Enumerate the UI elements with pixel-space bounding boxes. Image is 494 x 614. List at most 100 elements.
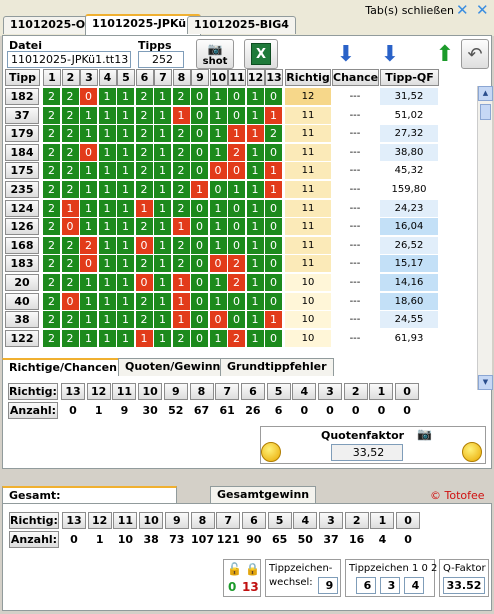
header-match-4[interactable]: 4 <box>98 69 117 86</box>
tip-cell[interactable]: 2 <box>135 143 153 161</box>
header-match-11[interactable]: 11 <box>228 69 246 86</box>
tip-cell[interactable]: 2 <box>43 181 60 198</box>
tip-cell[interactable]: 2 <box>135 162 153 180</box>
header-match-3[interactable]: 3 <box>80 69 98 86</box>
tip-cell[interactable]: 0 <box>191 106 208 124</box>
tip-cell[interactable]: 2 <box>135 255 153 273</box>
tipp-number[interactable]: 183 <box>5 255 39 273</box>
tipp-number[interactable]: 126 <box>5 218 39 236</box>
close-tabs-label[interactable]: Tab(s) schließen <box>365 4 454 17</box>
tip-cell[interactable]: 0 <box>265 199 282 217</box>
tip-cell[interactable]: 0 <box>228 218 245 236</box>
tipp-number[interactable]: 184 <box>5 143 39 161</box>
tip-cell[interactable]: 1 <box>154 199 171 217</box>
tip-cell[interactable]: 1 <box>209 143 227 161</box>
tip-cell[interactable]: 2 <box>61 181 79 198</box>
header-match-1[interactable]: 1 <box>43 69 61 86</box>
tip-cell[interactable]: 1 <box>80 106 97 124</box>
tip-cell[interactable]: 0 <box>135 274 153 291</box>
tip-cell[interactable]: 1 <box>246 329 264 347</box>
tip-cell[interactable]: 1 <box>246 143 264 161</box>
tip-cell[interactable]: 1 <box>117 199 134 217</box>
tip-cell[interactable]: 1 <box>154 162 171 180</box>
tip-cell[interactable]: 0 <box>209 311 227 329</box>
gesamt-level-0[interactable]: 0 <box>396 512 421 529</box>
tip-cell[interactable]: 0 <box>228 236 245 254</box>
tip-cell[interactable]: 1 <box>154 329 171 347</box>
tip-cell[interactable]: 2 <box>135 218 153 236</box>
tip-cell[interactable]: 0 <box>265 292 282 310</box>
import-button[interactable]: ⬇ <box>332 39 360 69</box>
tip-cell[interactable]: 1 <box>265 181 282 198</box>
tip-cell[interactable]: 1 <box>246 125 264 143</box>
tip-cell[interactable]: 1 <box>228 125 245 143</box>
tipp-number[interactable]: 182 <box>5 88 39 105</box>
stats-level-1[interactable]: 1 <box>369 383 394 400</box>
header-match-10[interactable]: 10 <box>209 69 228 86</box>
tip-cell[interactable]: 2 <box>43 236 60 254</box>
tip-cell[interactable]: 1 <box>98 236 116 254</box>
tip-cell[interactable]: 2 <box>135 125 153 143</box>
tip-cell[interactable]: 0 <box>191 236 208 254</box>
tip-cell[interactable]: 2 <box>61 162 79 180</box>
tip-cell[interactable]: 1 <box>246 199 264 217</box>
tip-cell[interactable]: 2 <box>228 274 245 291</box>
tab-quoten-gewinn[interactable]: Quoten/Gewinn <box>118 358 228 376</box>
tip-cell[interactable]: 1 <box>98 292 116 310</box>
tip-cell[interactable]: 1 <box>154 236 171 254</box>
tip-cell[interactable]: 1 <box>117 218 134 236</box>
tip-cell[interactable]: 2 <box>43 311 60 329</box>
tip-cell[interactable]: 2 <box>228 143 245 161</box>
tip-cell[interactable]: 1 <box>135 329 153 347</box>
tipp-number[interactable]: 20 <box>5 274 39 291</box>
tip-cell[interactable]: 2 <box>80 236 97 254</box>
tip-cell[interactable]: 0 <box>191 143 208 161</box>
gesamt-level-8[interactable]: 8 <box>190 512 215 529</box>
tip-cell[interactable]: 1 <box>154 218 171 236</box>
tip-cell[interactable]: 1 <box>80 199 97 217</box>
gesamt-level-13[interactable]: 13 <box>62 512 86 529</box>
tip-cell[interactable]: 1 <box>98 218 116 236</box>
tip-cell[interactable]: 1 <box>246 255 264 273</box>
gesamt-level-4[interactable]: 4 <box>293 512 318 529</box>
tip-cell[interactable]: 1 <box>117 255 134 273</box>
tip-cell[interactable]: 2 <box>172 143 190 161</box>
tip-cell[interactable]: 1 <box>172 218 190 236</box>
gesamt-level-6[interactable]: 6 <box>241 512 266 529</box>
tipp-number[interactable]: 235 <box>5 181 39 198</box>
tip-cell[interactable]: 1 <box>117 125 134 143</box>
header-match-7[interactable]: 7 <box>154 69 172 86</box>
tip-cell[interactable]: 2 <box>135 311 153 329</box>
tip-cell[interactable]: 2 <box>135 181 153 198</box>
tip-cell[interactable]: 2 <box>135 292 153 310</box>
scroll-up-arrow[interactable]: ▲ <box>478 86 493 101</box>
tip-cell[interactable]: 1 <box>80 311 97 329</box>
stats-level-2[interactable]: 2 <box>343 383 368 400</box>
tip-cell[interactable]: 2 <box>43 255 60 273</box>
tip-cell[interactable]: 0 <box>228 162 245 180</box>
tab-gesamt-analyse[interactable]: Gesamt: Richtige/Chancen/Analyse <box>2 486 177 518</box>
header-match-12[interactable]: 12 <box>246 69 265 86</box>
tip-cell[interactable]: 0 <box>80 143 97 161</box>
tip-cell[interactable]: 2 <box>61 143 79 161</box>
gesamt-level-9[interactable]: 9 <box>164 512 189 529</box>
tip-cell[interactable]: 0 <box>228 106 245 124</box>
stats-level-0[interactable]: 0 <box>395 383 420 400</box>
tip-cell[interactable]: 1 <box>209 292 227 310</box>
tip-cell[interactable]: 0 <box>265 143 282 161</box>
tip-cell[interactable]: 2 <box>43 162 60 180</box>
gesamt-level-10[interactable]: 10 <box>139 512 164 529</box>
tip-cell[interactable]: 0 <box>209 162 227 180</box>
scroll-thumb[interactable] <box>480 104 491 120</box>
tip-cell[interactable]: 1 <box>80 162 97 180</box>
tab-gesamtgewinn[interactable]: Gesamtgewinn <box>210 486 317 504</box>
stats-level-9[interactable]: 9 <box>163 383 188 400</box>
tip-cell[interactable]: 2 <box>172 88 190 105</box>
tip-cell[interactable]: 1 <box>246 181 264 198</box>
tip-cell[interactable]: 0 <box>228 311 245 329</box>
tip-cell[interactable]: 1 <box>117 292 134 310</box>
stats-level-5[interactable]: 5 <box>266 383 291 400</box>
stats-level-4[interactable]: 4 <box>292 383 317 400</box>
tab-jpku1[interactable]: 11012025-JPKü1 <box>85 14 201 36</box>
tip-cell[interactable]: 1 <box>209 236 227 254</box>
